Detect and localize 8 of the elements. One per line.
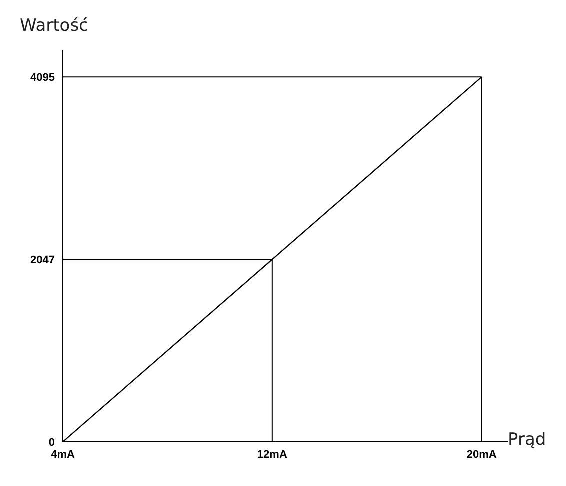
x-tick-label: 12mA: [257, 448, 288, 461]
x-tick-label: 20mA: [466, 448, 497, 461]
y-tick-label: 4095: [30, 72, 55, 84]
x-tick-label: 4mA: [51, 448, 75, 461]
y-tick-label: 0: [48, 436, 55, 449]
y-axis-title: Wartość: [20, 16, 88, 36]
y-tick-label: 2047: [30, 254, 55, 267]
x-axis-title: Prąd: [508, 430, 546, 450]
